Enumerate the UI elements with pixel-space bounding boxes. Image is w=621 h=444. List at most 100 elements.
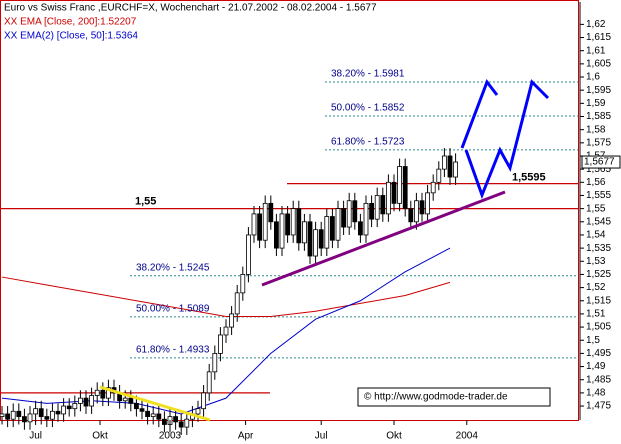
candle-body (66, 405, 72, 410)
candle-body (318, 229, 324, 249)
y-tick-label: 1,535 (586, 243, 611, 254)
candle-body (184, 418, 190, 428)
x-tick-label: Apr (238, 431, 254, 442)
y-tick-label: 1,6 (586, 72, 600, 83)
candle-body (357, 221, 363, 236)
x-tick-label: Jul (29, 431, 42, 442)
candle-body (218, 334, 223, 354)
candle-body (240, 274, 246, 294)
candle-body (447, 155, 453, 178)
candle-body (274, 221, 279, 249)
candle-body (363, 202, 369, 236)
candle-body (262, 202, 268, 241)
y-tick-label: 1,55 (586, 203, 606, 214)
candle-body (335, 208, 341, 241)
candle-body (89, 395, 95, 407)
y-tick-label: 1,575 (586, 137, 611, 148)
y-tick-label: 1,505 (586, 322, 611, 333)
candle-body (156, 413, 162, 420)
y-tick-label: 1,545 (586, 216, 611, 227)
x-tick-label: 2003 (159, 431, 182, 442)
trendline (99, 385, 211, 422)
y-tick-label: 1,585 (586, 111, 611, 122)
candle-body (385, 181, 391, 215)
y-tick-label: 1,525 (586, 269, 611, 280)
candle-body (369, 202, 374, 220)
candle-body (290, 208, 296, 236)
projection (464, 79, 550, 200)
candle-body (425, 192, 430, 215)
y-tick-label: 1,5 (586, 335, 600, 346)
ema-line (1, 247, 451, 415)
fib-label: 61.80% - 1.4933 (136, 345, 210, 356)
candle-body (419, 200, 425, 215)
candle-body (72, 403, 78, 410)
y-tick-label: 1,52 (586, 282, 606, 293)
y-tick-label: 1,49 (586, 361, 606, 372)
candle-body (106, 387, 111, 399)
candle-body (201, 392, 207, 410)
y-tick-label: 1,615 (586, 32, 611, 43)
candle-body (413, 200, 419, 223)
candle-body (436, 168, 442, 183)
candle-body (223, 326, 229, 336)
projection (460, 78, 499, 149)
candle-body (397, 166, 402, 204)
candle-body (173, 416, 179, 423)
candle-body (279, 213, 285, 249)
y-tick-label: 1,62 (586, 19, 606, 30)
last-price-box (581, 155, 621, 169)
candle-body (139, 408, 145, 412)
candle-body (206, 371, 212, 394)
candle-body (329, 216, 335, 241)
candle-body (178, 421, 184, 428)
fib-label: 50.00% - 1.5852 (331, 103, 405, 114)
legend-entry: XX EMA [Close, 200]:1.52207 (4, 17, 137, 28)
y-tick-label: 1,555 (586, 190, 611, 201)
candle-body (83, 397, 89, 407)
candle-body (246, 234, 251, 275)
candle-body (162, 418, 167, 425)
candle-body (50, 410, 55, 420)
y-tick-label: 1,595 (586, 85, 611, 96)
candle-body (44, 416, 50, 420)
x-tick-label: 2004 (456, 431, 479, 442)
candle-body (341, 208, 346, 228)
candle-body (145, 410, 151, 417)
candle-body (324, 216, 330, 249)
candle-body (352, 200, 358, 223)
candle-body (100, 389, 106, 399)
candle-body (16, 410, 22, 417)
y-tick-label: 1,51 (586, 309, 606, 320)
y-tick-label: 1,475 (586, 401, 611, 412)
candle-body (391, 181, 397, 204)
candle-body (268, 202, 274, 223)
plot-frame (0, 0, 579, 421)
fib-label: 38.20% - 1.5981 (331, 69, 405, 80)
candle-body (94, 389, 100, 396)
watermark-box (357, 387, 551, 407)
candle-body (307, 221, 313, 257)
candle-body (212, 353, 218, 373)
trendline (261, 190, 506, 287)
candle-body (380, 195, 386, 215)
candle-body (285, 213, 291, 236)
support-label: 1,5595 (512, 172, 546, 184)
candle-body (22, 416, 27, 423)
candle-body (33, 408, 39, 415)
candle-body (27, 413, 33, 423)
candle-body (229, 313, 235, 328)
y-tick-label: 1,515 (586, 295, 611, 306)
candle-body (5, 413, 11, 420)
x-tick-label: Okt (386, 431, 402, 442)
watermark: © http://www.godmode-trader.de (364, 392, 508, 403)
candle-body (374, 195, 380, 220)
fib-label: 50.00% - 1.5089 (136, 303, 210, 314)
candle-body (10, 410, 16, 420)
candle-body (251, 213, 257, 236)
candle-body (0, 413, 5, 417)
candle-body (441, 155, 447, 170)
y-tick-label: 1,58 (586, 124, 606, 135)
fib-label: 38.20% - 1.5245 (136, 262, 210, 273)
